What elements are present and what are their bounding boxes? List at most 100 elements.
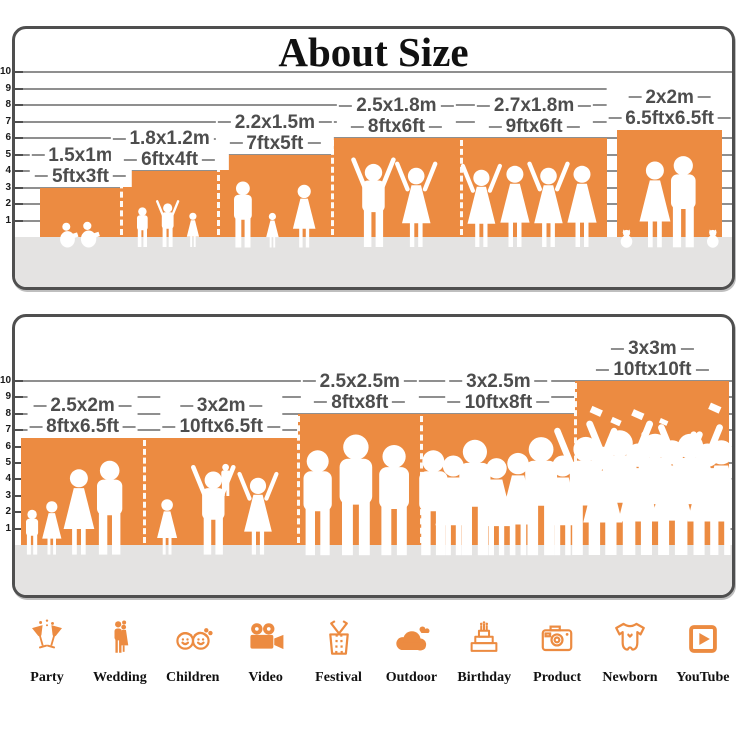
- scale-tick: [15, 219, 23, 222]
- scale-number: 6: [5, 132, 11, 143]
- category-label: Video: [248, 670, 283, 685]
- size-label-feet: 7ftx5ft: [246, 132, 304, 154]
- cloud-icon: [388, 616, 434, 662]
- baby-onesie-icon: [607, 616, 653, 662]
- size-label: 3x3m 10ftx10ft: [594, 338, 711, 380]
- size-label-meters: 2.2x1.5m: [234, 111, 316, 133]
- size-label-meters: 3x3m: [628, 338, 677, 359]
- size-label-feet: 8ftx6ft: [367, 116, 425, 137]
- size-label-meters: 2.7x1.8m: [493, 95, 575, 116]
- gift-box-icon: [316, 616, 362, 662]
- scale-number: 5: [5, 148, 11, 160]
- scale-tick: [15, 71, 23, 73]
- leader-dash: [302, 380, 316, 383]
- gridline: [15, 71, 732, 73]
- category-item-newborn: Newborn: [599, 616, 661, 686]
- backdrop-block-2.7x1.8m: 2.7x1.8m 9ftx6ft: [460, 95, 607, 247]
- scale-tick: [15, 445, 23, 448]
- video-camera-icon: [243, 616, 289, 662]
- block-divider: [120, 173, 123, 235]
- silhouette-scene-family-four: [25, 461, 123, 555]
- category-label: Newborn: [602, 670, 658, 685]
- backdrop-block-2.5x2.5m: 2.5x2.5m 8ftx8ft: [297, 370, 422, 555]
- birthday-cake-icon: [461, 616, 507, 662]
- size-label-meters: 2.5x1.8m: [356, 95, 437, 116]
- leader-dash: [628, 96, 642, 99]
- size-label-meters: 1.8x1.2m: [129, 128, 210, 149]
- scale-tick: [15, 396, 23, 399]
- silhouette-scene-family-lift: [157, 464, 279, 556]
- scale-number: 1: [5, 522, 11, 534]
- size-label: 2.5x2.5m 8ftx8ft: [300, 370, 419, 413]
- scale-tick: [15, 429, 23, 432]
- leader-dash: [162, 425, 176, 428]
- leader-dash: [449, 380, 463, 383]
- size-label: 2.5x2m 8ftx6.5ft: [27, 395, 139, 438]
- silhouette-scene-dancing-girls: [460, 161, 597, 247]
- scale-tick: [15, 137, 23, 139]
- category-item-wedding: Wedding: [89, 616, 151, 686]
- leader-dash: [717, 117, 731, 120]
- leader-dash: [229, 142, 243, 144]
- scale-tick: [15, 186, 23, 189]
- leader-dash: [596, 368, 610, 371]
- scale-number: 4: [5, 165, 11, 176]
- silhouette-scene-graduation: [554, 402, 732, 555]
- silhouette-scene-kids-reading: [60, 221, 100, 247]
- category-item-product: Product: [526, 616, 588, 686]
- scale-number: 3: [5, 181, 11, 193]
- size-panel-large: 2.5x2m 8ftx6.5ft 3x2m 10ftx6.5ft 2.5x2.5m 8ft…: [12, 314, 735, 598]
- scale-number: 6: [5, 440, 11, 452]
- leader-dash: [112, 137, 126, 140]
- scale-number: 2: [5, 198, 11, 209]
- leader-dash: [217, 121, 231, 123]
- leader-dash: [536, 401, 550, 404]
- category-label: Wedding: [93, 670, 147, 685]
- category-label: Festival: [315, 670, 362, 685]
- scale-number: 10: [0, 66, 12, 77]
- scale-tick: [15, 203, 23, 205]
- scale-number: 9: [5, 391, 11, 403]
- silhouette-scene-family-three: [234, 181, 316, 247]
- size-label-meters: 1.5x1m: [48, 144, 113, 166]
- leader-dash: [266, 425, 280, 428]
- size-label-feet: 10ftx8ft: [464, 391, 533, 413]
- scale-number: 7: [5, 424, 11, 436]
- play-button-icon: [680, 616, 726, 662]
- scale-number: 3: [5, 489, 11, 501]
- silhouette-scene-kids-running: [136, 200, 200, 247]
- scale-tick: [15, 462, 23, 464]
- leader-dash: [566, 125, 580, 128]
- party-glasses-icon: [24, 616, 70, 662]
- backdrop-block-2.5x2m: 2.5x2m 8ftx6.5ft: [21, 395, 145, 555]
- scale-tick: [15, 527, 23, 530]
- category-item-children: Children: [162, 616, 224, 686]
- scale-tick: [15, 478, 23, 481]
- scale-number: 2: [5, 506, 11, 518]
- leader-dash: [447, 401, 461, 404]
- size-label-feet: 8ftx6.5ft: [46, 416, 120, 438]
- scale-number: 10: [0, 375, 12, 386]
- scale-number: 8: [5, 99, 11, 110]
- leader-dash: [179, 404, 193, 407]
- size-label: 3x2.5m 10ftx8ft: [445, 370, 552, 413]
- size-label-feet: 8ftx8ft: [331, 391, 389, 413]
- size-label-feet: 6.5ftx6.5ft: [625, 107, 714, 129]
- category-label: Product: [533, 670, 582, 685]
- backdrop-block-2.5x1.8m: 2.5x1.8m 8ftx6ft: [330, 95, 462, 247]
- scale-number: 8: [5, 407, 11, 419]
- leader-dash: [314, 401, 328, 404]
- leader-dash: [534, 380, 548, 383]
- leader-dash: [123, 425, 137, 428]
- backdrop-block-1.8x1.2m: 1.8x1.2m 6ftx4ft: [110, 128, 229, 247]
- size-label-feet: 10ftx10ft: [613, 359, 692, 380]
- children-faces-icon: [170, 616, 216, 662]
- scale-number: 4: [5, 473, 11, 485]
- leader-dash: [339, 104, 353, 107]
- leader-dash: [124, 158, 138, 161]
- block-divider: [297, 415, 301, 543]
- backdrop-block-2.2x1.5m: 2.2x1.5m 7ftx5ft: [215, 111, 335, 247]
- silhouette-scene-standing-men: [303, 434, 410, 555]
- leader-dash: [403, 380, 417, 383]
